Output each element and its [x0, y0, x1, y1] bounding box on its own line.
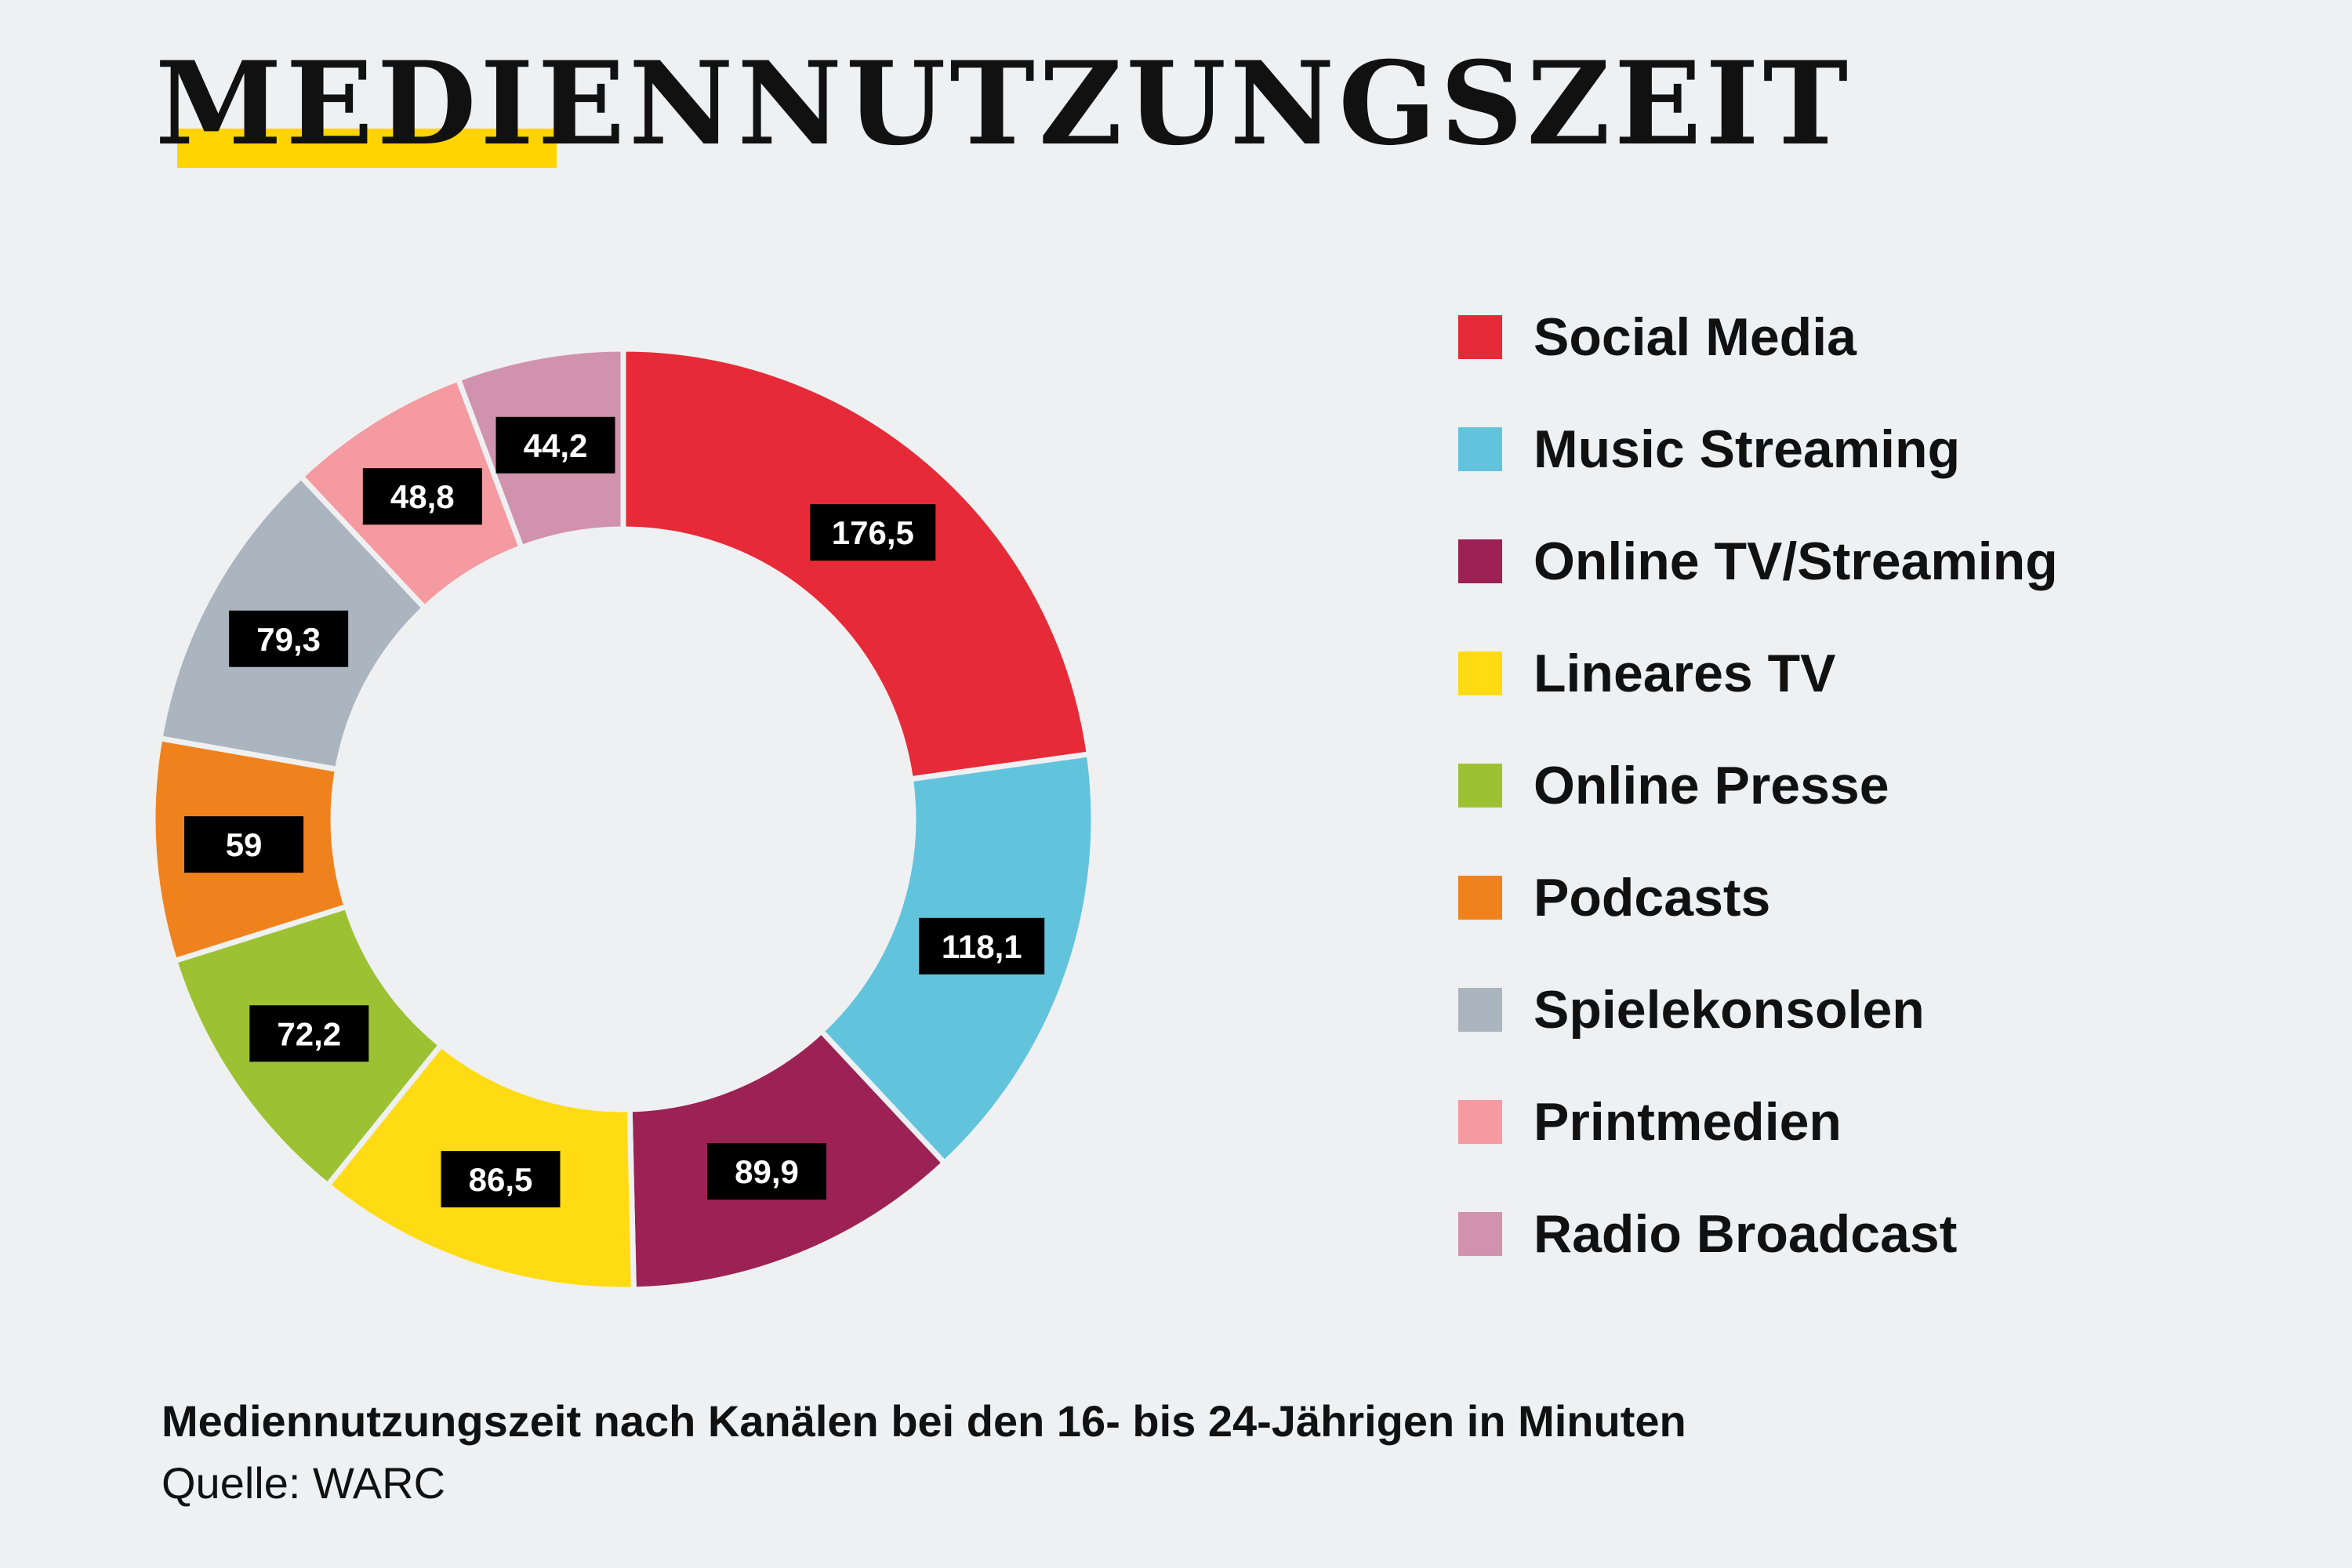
legend-label: Spielekonsolen — [1534, 980, 1925, 1040]
source-name: WARC — [313, 1458, 446, 1508]
footer: Mediennutzungszeit nach Kanälen bei den … — [162, 1396, 1686, 1508]
value-label-text: 79,3 — [256, 621, 321, 658]
legend-item-music-streaming: Music Streaming — [1458, 418, 1960, 481]
legend-item-social-media: Social Media — [1458, 306, 1857, 368]
value-label-box — [495, 416, 615, 474]
legend-label: Social Media — [1534, 307, 1857, 367]
value-label-podcasts: 59 — [184, 816, 304, 873]
value-label-box — [184, 816, 304, 873]
legend-label: Music Streaming — [1534, 419, 1961, 479]
value-label-box — [707, 1143, 827, 1200]
source-prefix: Quelle: — [162, 1458, 313, 1508]
value-label-box — [362, 468, 482, 525]
value-label-text: 176,5 — [832, 514, 914, 551]
value-label-text: 44,2 — [524, 427, 588, 464]
legend-swatch — [1458, 988, 1502, 1032]
legend-label: Online Presse — [1534, 756, 1889, 815]
legend-swatch — [1458, 315, 1502, 359]
legend-label: Online TV/Streaming — [1534, 532, 2058, 591]
legend-item-lineares-tv: Lineares TV — [1458, 642, 1836, 705]
value-label-box — [441, 1151, 561, 1208]
legend-swatch — [1458, 764, 1502, 808]
legend-item-printmedien: Printmedien — [1458, 1091, 1842, 1153]
value-label-radio-broadcast: 44,2 — [495, 416, 615, 474]
legend-item-online-tv-streaming: Online TV/Streaming — [1458, 530, 2058, 593]
legend-item-radio-broadcast: Radio Broadcast — [1458, 1203, 1957, 1265]
value-label-text: 59 — [226, 826, 263, 863]
legend-swatch — [1458, 539, 1502, 583]
value-label-spielekonsolen: 79,3 — [229, 610, 349, 667]
value-label-text: 86,5 — [469, 1161, 533, 1198]
value-label-lineares-tv: 86,5 — [441, 1151, 561, 1208]
chart-subtitle: Mediennutzungszeit nach Kanälen bei den … — [162, 1396, 1686, 1446]
donut-value-labels: 176,5 118,1 89,9 86,5 72,2 59 79,3 48,8 44,2 — [184, 416, 1045, 1208]
legend-item-online-presse: Online Presse — [1458, 754, 1889, 817]
donut-chart: 176,5 118,1 89,9 86,5 72,2 59 79,3 48,8 44,2 — [150, 346, 1097, 1293]
legend-item-podcasts: Podcasts — [1458, 866, 1770, 929]
value-label-social-media: 176,5 — [810, 504, 936, 561]
legend-swatch — [1458, 652, 1502, 695]
value-label-text: 72,2 — [277, 1015, 341, 1052]
legend-label: Lineares TV — [1534, 644, 1836, 703]
legend-swatch — [1458, 1100, 1502, 1144]
source-line: Quelle: WARC — [162, 1457, 1686, 1508]
legend-item-spielekonsolen: Spielekonsolen — [1458, 978, 1925, 1041]
legend-swatch — [1458, 1212, 1502, 1256]
value-label-box — [249, 1005, 369, 1062]
value-label-online-presse: 72,2 — [249, 1005, 369, 1062]
value-label-text: 48,8 — [390, 478, 455, 515]
value-label-text: 89,9 — [735, 1153, 799, 1190]
legend-label: Printmedien — [1534, 1092, 1842, 1152]
legend-label: Radio Broadcast — [1534, 1204, 1958, 1264]
title-highlight — [177, 129, 557, 168]
legend-swatch — [1458, 427, 1502, 471]
slice-social-media — [620, 346, 1093, 782]
page-title: MEDIENNUTZUNGSZEIT — [155, 37, 1853, 171]
title-block: MEDIENNUTZUNGSZEIT — [155, 37, 1853, 171]
legend-label: Podcasts — [1534, 868, 1771, 927]
value-label-printmedien: 48,8 — [362, 468, 482, 525]
value-label-text: 118,1 — [942, 928, 1022, 965]
value-label-box — [919, 917, 1045, 975]
value-label-box — [229, 610, 349, 667]
value-label-box — [810, 504, 936, 561]
value-label-online-tv-streaming: 89,9 — [707, 1143, 827, 1200]
legend-swatch — [1458, 876, 1502, 920]
value-label-music-streaming: 118,1 — [919, 917, 1045, 975]
